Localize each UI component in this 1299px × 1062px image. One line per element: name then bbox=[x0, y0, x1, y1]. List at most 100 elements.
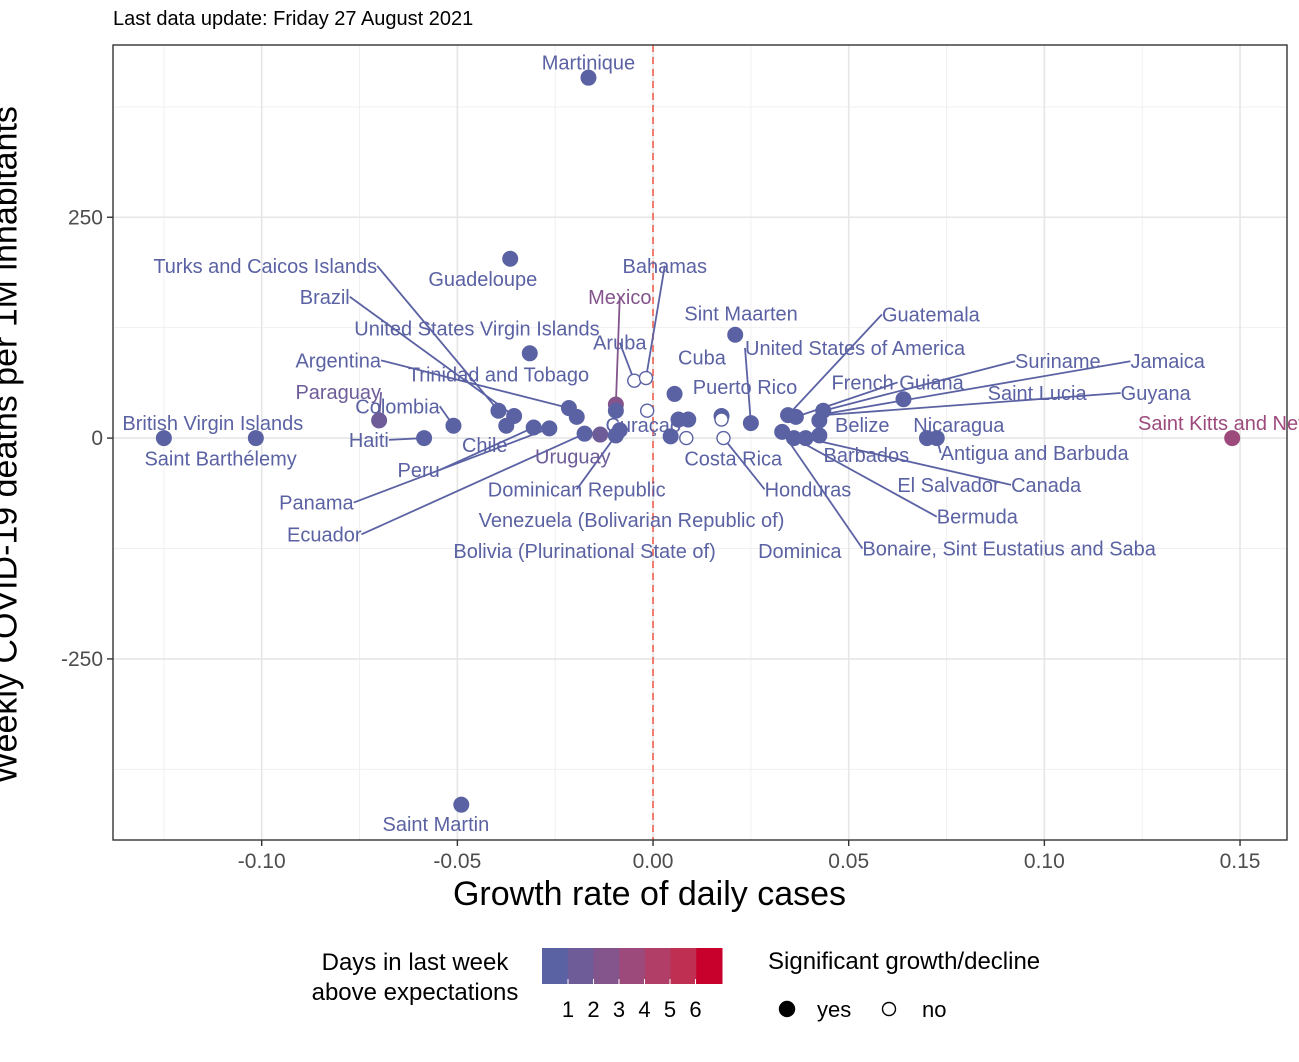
x-tick-label: -0.05 bbox=[433, 850, 481, 873]
point-label: United States of America bbox=[745, 338, 966, 360]
point-label: Saint Barthélemy bbox=[144, 448, 296, 470]
plot-panel bbox=[113, 45, 1287, 840]
data-point bbox=[371, 412, 388, 429]
data-point bbox=[541, 420, 558, 437]
chart-subtitle: Last data update: Friday 27 August 2021 bbox=[113, 8, 474, 30]
point-label: Haiti bbox=[349, 430, 389, 452]
data-point bbox=[638, 370, 654, 386]
color-legend-swatch bbox=[670, 948, 697, 984]
data-point bbox=[525, 419, 542, 436]
data-point bbox=[714, 412, 729, 427]
point-label: Peru bbox=[398, 460, 440, 482]
point-label: Bonaire, Sint Eustatius and Saba bbox=[862, 539, 1156, 561]
label-leader-line bbox=[614, 296, 621, 405]
data-point bbox=[679, 430, 694, 446]
point-label: Puerto Rico bbox=[693, 377, 798, 399]
point-label: Guyana bbox=[1121, 383, 1192, 405]
data-point bbox=[928, 430, 945, 447]
data-point bbox=[787, 408, 804, 425]
data-point bbox=[502, 250, 519, 267]
point-label: United States Virgin Islands bbox=[354, 319, 599, 341]
color-legend-title: Days in last week above expectations bbox=[311, 949, 519, 1006]
point-label: Costa Rica bbox=[684, 448, 783, 470]
color-legend-swatch bbox=[567, 948, 594, 984]
point-label: Dominica bbox=[758, 541, 842, 563]
point-label: British Virgin Islands bbox=[122, 413, 303, 435]
label-leader-line bbox=[805, 437, 1012, 486]
data-point bbox=[742, 415, 759, 432]
point-label: El Salvador bbox=[897, 475, 1000, 497]
data-point bbox=[247, 430, 264, 447]
point-label: Barbados bbox=[824, 445, 910, 467]
label-leader-line bbox=[781, 431, 864, 550]
label-leader-line bbox=[722, 437, 766, 490]
point-label: Paraguay bbox=[295, 382, 381, 404]
data-point bbox=[680, 411, 697, 428]
y-axis-label: Weekly COVID-19 deaths per 1M inhabitant… bbox=[0, 106, 25, 784]
color-legend-label: 5 bbox=[664, 997, 676, 1022]
point-label: Turks and Caicos Islands bbox=[153, 256, 377, 278]
point-label: Antigua and Barbuda bbox=[941, 443, 1130, 465]
data-point bbox=[592, 426, 609, 443]
shape-legend-title: Significant growth/decline bbox=[768, 948, 1041, 975]
shape-legend-label: yes bbox=[817, 997, 851, 1022]
label-leader-line bbox=[787, 313, 883, 416]
point-label: Canada bbox=[1011, 475, 1082, 497]
point-label: Mexico bbox=[588, 287, 651, 309]
legend-filled-circle bbox=[778, 1000, 796, 1018]
x-tick-label: 0.05 bbox=[828, 850, 869, 873]
label-leader-line bbox=[353, 427, 550, 504]
data-point bbox=[627, 373, 642, 388]
x-tick-label: 0.00 bbox=[633, 850, 674, 873]
point-label: Curaçao bbox=[605, 415, 681, 437]
data-point bbox=[895, 391, 912, 408]
point-label: Martinique bbox=[542, 53, 635, 75]
data-point bbox=[611, 422, 628, 439]
point-label: Ecuador bbox=[287, 524, 362, 546]
point-label: Jamaica bbox=[1130, 351, 1205, 373]
label-leader-line bbox=[645, 265, 666, 379]
x-tick-label: 0.10 bbox=[1024, 850, 1065, 873]
data-point bbox=[155, 430, 172, 447]
data-point bbox=[815, 402, 832, 419]
data-point bbox=[521, 345, 538, 362]
y-tick-label: 0 bbox=[91, 427, 103, 450]
point-label: Saint Lucia bbox=[988, 383, 1088, 405]
label-leader-line bbox=[439, 426, 535, 471]
point-label: Suriname bbox=[1015, 351, 1101, 373]
color-legend-label: 3 bbox=[613, 997, 625, 1022]
point-label: Saint Martin bbox=[382, 814, 489, 836]
data-point bbox=[580, 69, 597, 86]
point-label: Chile bbox=[462, 435, 508, 457]
data-point bbox=[576, 425, 593, 442]
color-legend-label: 2 bbox=[587, 997, 599, 1022]
data-point bbox=[811, 427, 828, 444]
label-leader-line bbox=[744, 347, 752, 424]
point-label: French Guiana bbox=[831, 372, 964, 394]
color-legend-label: 4 bbox=[638, 997, 650, 1022]
color-legend-swatch bbox=[593, 948, 620, 984]
legend-open-circle bbox=[881, 1001, 897, 1017]
point-label: Brazil bbox=[300, 287, 350, 309]
data-point bbox=[490, 402, 507, 419]
point-label: Belize bbox=[835, 415, 889, 437]
color-legend-label: 6 bbox=[689, 997, 701, 1022]
x-axis-label: Growth rate of daily cases bbox=[452, 875, 847, 913]
point-label: Bahamas bbox=[623, 256, 708, 278]
data-point bbox=[727, 326, 744, 343]
label-leader-line bbox=[823, 360, 1131, 416]
data-point bbox=[416, 430, 433, 447]
point-label: Dominican Republic bbox=[488, 479, 666, 501]
color-legend-swatch bbox=[619, 948, 646, 984]
data-point bbox=[607, 402, 624, 419]
point-label: Argentina bbox=[295, 350, 381, 372]
data-point bbox=[666, 385, 683, 402]
point-label: Saint Kitts and Nevis bbox=[1138, 413, 1299, 435]
shape-legend-label: no bbox=[922, 997, 946, 1022]
data-point bbox=[1224, 430, 1241, 447]
data-point bbox=[662, 428, 679, 445]
point-label: Trinidad and Tobago bbox=[408, 364, 589, 386]
data-point bbox=[506, 408, 523, 424]
point-label: Sint Maarten bbox=[684, 304, 797, 326]
